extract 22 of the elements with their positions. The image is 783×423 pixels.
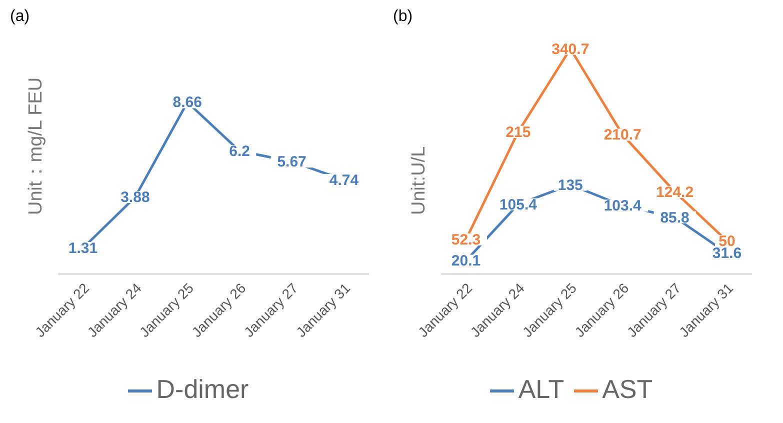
data-label: 31.6 [712,245,742,262]
data-label: 85.8 [660,209,690,226]
chart-title: (a) [10,8,30,26]
chart-title: (b) [393,8,413,26]
data-label: 4.74 [329,172,360,189]
data-label: 124.2 [656,184,694,201]
data-label: 105.4 [499,196,538,214]
data-label: 1.31 [68,240,98,258]
data-label: 340.7 [552,40,590,58]
y-axis-title: Unit:U/L [408,146,430,215]
data-label: 3.88 [120,189,150,206]
data-label: 5.67 [277,154,306,171]
data-label: 8.66 [172,94,202,112]
legend-label: ALT [518,374,564,404]
data-label: 52.3 [451,231,481,248]
legend-label: D-dimer [156,374,249,404]
data-label: 215 [506,124,531,141]
data-label: 20.1 [451,252,481,270]
data-label: 210.7 [604,126,642,144]
data-label: 103.4 [604,198,642,215]
y-axis-title: Unit：mg/L FEU [26,77,47,215]
legend-label: AST [602,374,653,404]
